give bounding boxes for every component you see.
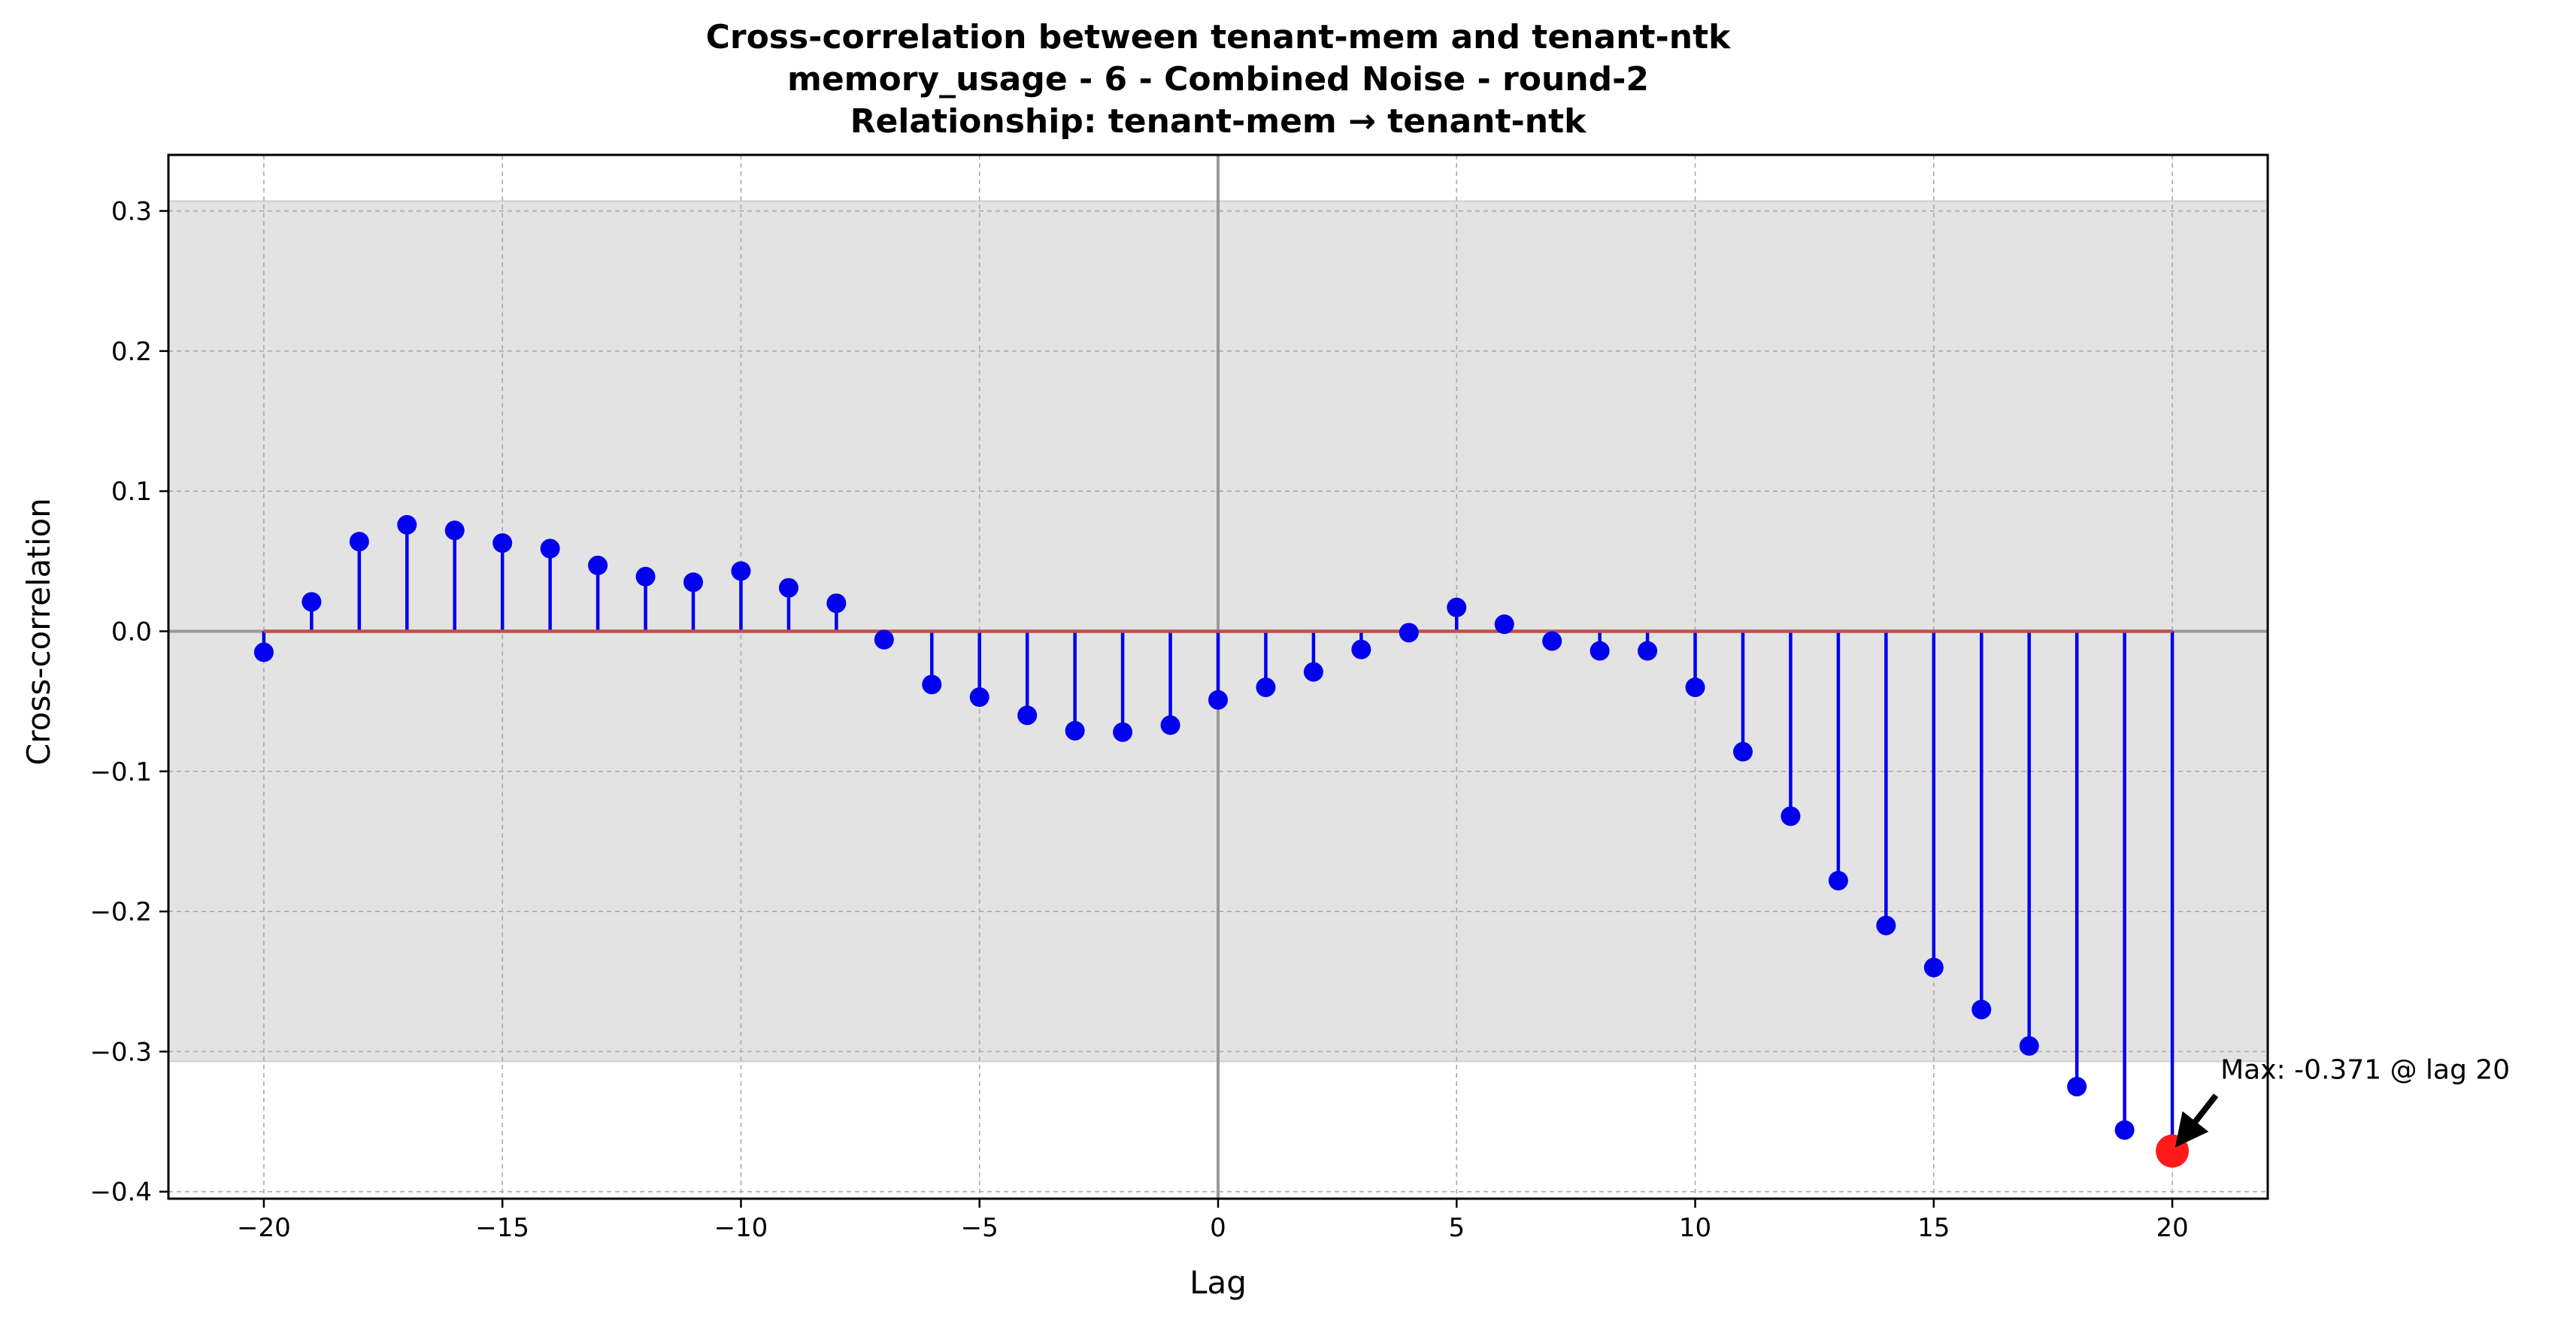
stem-marker (1113, 722, 1133, 742)
title-line-3: Relationship: tenant-mem → tenant-ntk (850, 102, 1588, 141)
x-tick-label: 0 (1210, 1213, 1226, 1243)
stem-marker (1494, 614, 1514, 635)
stem-marker (588, 555, 608, 575)
title-line-2: memory_usage - 6 - Combined Noise - roun… (787, 60, 1649, 99)
stem-marker (492, 533, 513, 553)
y-tick-label: −0.1 (89, 757, 152, 787)
stem-marker (2019, 1035, 2039, 1056)
y-tick-label: −0.3 (89, 1037, 152, 1067)
x-tick-label: 5 (1448, 1213, 1465, 1243)
stem-marker (683, 572, 703, 593)
y-tick-label: −0.2 (89, 897, 152, 927)
x-tick-label: −20 (237, 1213, 291, 1243)
y-tick-label: 0.0 (111, 617, 152, 647)
stem-marker (1971, 999, 1992, 1020)
stem-marker (1399, 623, 1419, 643)
y-axis-label: Cross-correlation (20, 498, 57, 766)
stem-marker (1447, 597, 1467, 617)
x-tick-label: 10 (1679, 1213, 1711, 1243)
stem-marker (1638, 641, 1658, 661)
stem-marker (922, 675, 942, 695)
stem-marker (253, 642, 274, 663)
x-tick-label: −10 (714, 1213, 768, 1243)
stem-marker (302, 592, 322, 612)
stem-marker (1256, 677, 1276, 697)
stem-marker (826, 593, 847, 614)
stem-marker (1303, 662, 1323, 682)
stem-marker (349, 532, 369, 552)
max-annotation-label: Max: -0.371 @ lag 20 (2220, 1055, 2510, 1086)
x-tick-label: −5 (961, 1213, 999, 1243)
stem-marker (1780, 806, 1801, 826)
y-tick-label: 0.1 (111, 477, 152, 507)
x-tick-label: −15 (475, 1213, 529, 1243)
stem-marker (874, 629, 894, 650)
stem-marker (1160, 715, 1180, 735)
stem-marker (1733, 741, 1753, 762)
stem-marker (444, 520, 465, 541)
stem-marker (540, 538, 560, 559)
annotation-arrow-head (2174, 1111, 2209, 1148)
x-axis-label: Lag (1190, 1264, 1247, 1301)
y-tick-label: 0.3 (111, 197, 152, 227)
x-tick-label: 15 (1917, 1213, 1950, 1243)
annotation-arrow-shaft (2193, 1093, 2219, 1123)
plot-area: Max: -0.371 @ lag 20 −20 −15 −10 −5 0 5 10 15 20 −… (89, 153, 2510, 1243)
stem-marker (778, 578, 799, 598)
stem-marker (1065, 720, 1085, 741)
stem-marker (1017, 705, 1038, 726)
x-tick-label: 20 (2156, 1213, 2188, 1243)
title-line-1: Cross-correlation between tenant-mem and… (706, 18, 1732, 56)
stem-marker (635, 566, 656, 587)
stem-marker (1828, 871, 1848, 891)
stem-marker (397, 514, 417, 535)
y-tick-label: 0.2 (111, 337, 152, 367)
stem-marker (1923, 957, 1944, 978)
stem-marker (2114, 1120, 2135, 1140)
stem-marker (1876, 915, 1896, 935)
chart-title: Cross-correlation between tenant-mem and… (706, 18, 1732, 141)
stem-marker (1542, 631, 1562, 651)
stem-marker (731, 561, 751, 581)
stem-marker (969, 687, 989, 708)
stem-marker (2067, 1076, 2087, 1096)
stem-marker (1208, 690, 1228, 710)
stem-marker (1351, 639, 1371, 659)
stem-marker (1685, 677, 1705, 697)
y-tick-label: −0.4 (89, 1178, 152, 1208)
stem-marker (1590, 641, 1610, 661)
